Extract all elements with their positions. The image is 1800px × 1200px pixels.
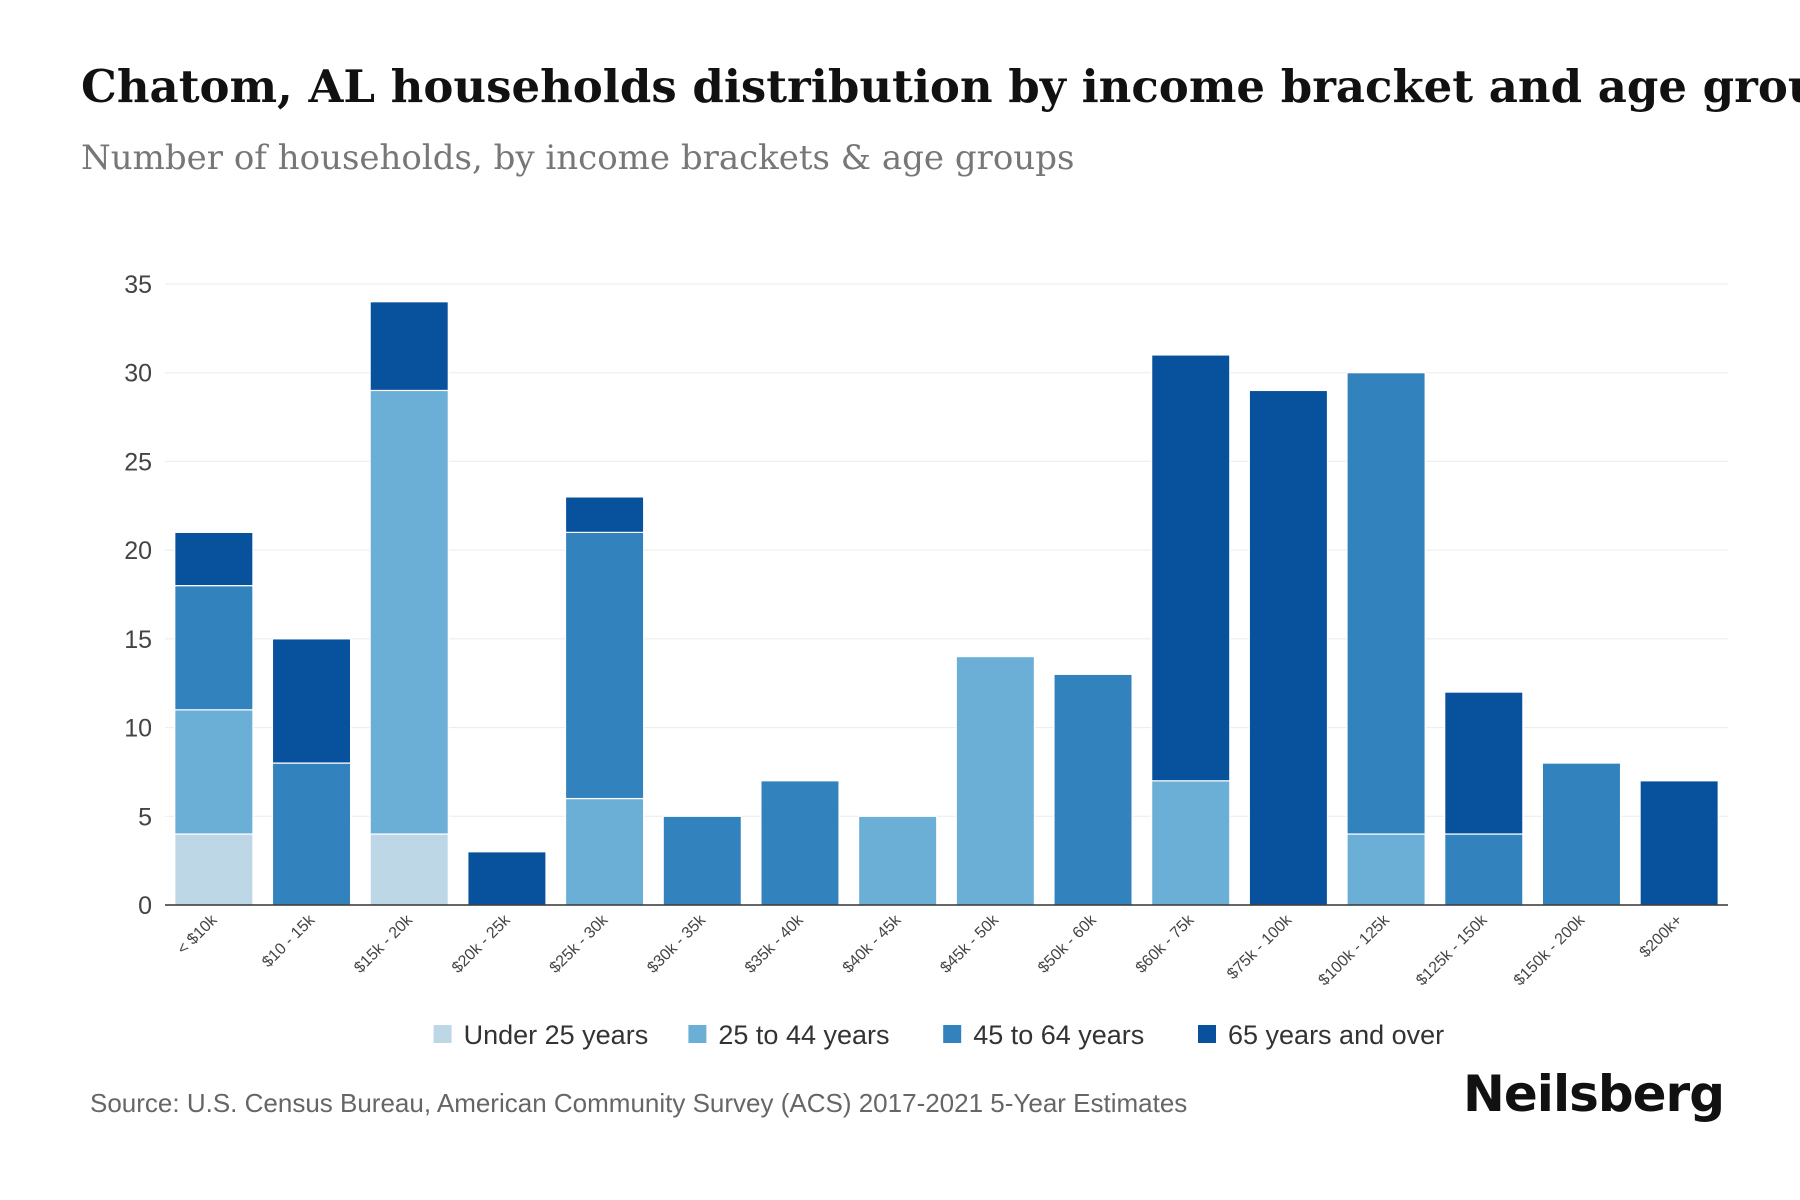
- legend-label: 25 to 44 years: [718, 1020, 889, 1050]
- y-tick-label: 30: [124, 360, 152, 388]
- bar-segment: [955, 655, 1036, 906]
- bar-segment: [1639, 780, 1719, 906]
- bar-segment: [174, 833, 254, 906]
- bar-segment: [271, 762, 352, 906]
- legend-label: 65 years and over: [1228, 1020, 1444, 1050]
- bar-segment: [564, 496, 645, 533]
- legend-swatch: [1198, 1025, 1216, 1043]
- bar-segment: [1346, 833, 1426, 906]
- x-tick-label: $75k - 100k: [1224, 911, 1296, 983]
- legend-swatch: [943, 1025, 962, 1043]
- x-tick-label: $200k+: [1637, 912, 1686, 961]
- bar-segment: [271, 638, 352, 764]
- x-tick-label: $50k - 60k: [1035, 911, 1101, 977]
- y-tick-label: 25: [124, 448, 152, 476]
- x-tick-label: $10 - 15k: [259, 911, 319, 971]
- x-tick-label: $150k - 200k: [1511, 911, 1589, 989]
- legend-swatch: [688, 1025, 707, 1043]
- source-note: Source: U.S. Census Bureau, American Com…: [90, 1088, 1188, 1118]
- x-tick-label: $25k - 30k: [547, 911, 613, 977]
- x-tick-label: $45k - 50k: [937, 911, 1003, 977]
- bar-segment: [369, 389, 449, 835]
- brand-logo: Neilsberg: [1463, 1065, 1725, 1123]
- bar-segment: [1053, 673, 1133, 906]
- x-tick-label: $20k - 25k: [449, 911, 515, 977]
- bar-segment: [857, 815, 938, 906]
- bar-segment: [1151, 780, 1231, 906]
- bar-segment: [1248, 389, 1329, 906]
- bar-segment: [1151, 354, 1231, 782]
- y-tick-label: 35: [124, 271, 152, 299]
- legend-label: 45 to 64 years: [973, 1020, 1144, 1050]
- bar-segment: [564, 531, 645, 800]
- bar-segment: [564, 797, 645, 906]
- x-tick-label: $125k - 150k: [1413, 911, 1491, 989]
- bar-segment: [467, 851, 547, 906]
- x-tick-label: $30k - 35k: [644, 911, 710, 977]
- legend-swatch: [433, 1025, 452, 1043]
- y-tick-label: 15: [124, 626, 152, 654]
- x-tick-label: $100k - 125k: [1315, 911, 1393, 989]
- y-tick-label: 10: [124, 715, 152, 743]
- chart-subtitle: Number of households, by income brackets…: [81, 138, 1075, 178]
- bar-segment: [1346, 372, 1426, 835]
- bar-segment: [760, 780, 840, 906]
- bar-segment: [1444, 833, 1524, 906]
- legend-label: Under 25 years: [464, 1020, 649, 1050]
- bar-segment: [174, 531, 254, 587]
- x-tick-label: $40k - 45k: [840, 911, 906, 977]
- x-tick-label: $60k - 75k: [1133, 911, 1199, 977]
- bar-segment: [1541, 762, 1622, 906]
- bar-segment: [174, 585, 254, 711]
- bar-segment: [369, 301, 449, 392]
- legend: Under 25 years 25 to 44 years 45 to 64 yea…: [433, 1020, 1444, 1050]
- chart-title: Chatom, AL households distribution by in…: [81, 60, 1800, 113]
- x-tick-label: $15k - 20k: [351, 911, 417, 977]
- x-tick-label: $35k - 40k: [742, 911, 808, 977]
- y-tick-label: 20: [124, 537, 152, 565]
- bar-segment: [662, 815, 742, 906]
- bar-segment: [369, 833, 449, 906]
- bars: [174, 301, 1719, 906]
- y-tick-label: 0: [138, 892, 152, 920]
- bar-segment: [1444, 691, 1524, 835]
- x-tick-label: < $10k: [174, 911, 221, 958]
- bar-segment: [174, 709, 254, 835]
- y-tick-label: 5: [138, 803, 152, 831]
